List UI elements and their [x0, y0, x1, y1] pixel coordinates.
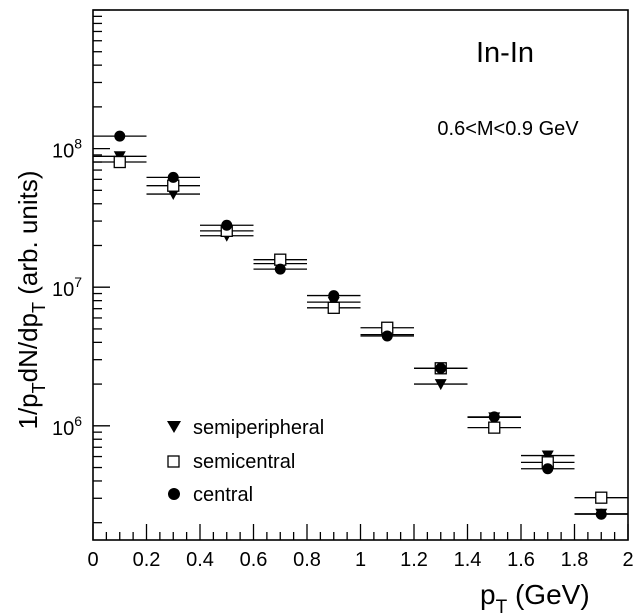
y-axis-label-group: 1/pTdN/dpT (arb. units) [13, 170, 49, 429]
x-tick-label: 1.4 [454, 549, 482, 571]
data-point [114, 130, 126, 142]
x-axis-label-sub: T [496, 597, 508, 614]
legend-marker-semicentral [167, 455, 180, 468]
y-axis-label-part3: (arb. units) [13, 170, 43, 302]
y-tick-label: 106 [52, 413, 82, 440]
x-tick-label: 2 [622, 549, 633, 571]
x-axis-label: pT (GeV) [480, 579, 590, 614]
data-point [327, 301, 340, 314]
x-axis-label-unit: (GeV) [507, 579, 589, 610]
legend: semiperipheral semicentral central [167, 417, 324, 506]
legend-marker-central [168, 488, 180, 500]
legend-label-semiperipheral: semiperipheral [193, 417, 324, 439]
data-point [542, 463, 554, 475]
chart-subtitle: 0.6<M<0.9 GeV [437, 118, 579, 140]
series-central [93, 130, 628, 520]
x-tick-labels: 0 0.2 0.4 0.6 0.8 1 1.2 1.4 1.6 1.8 2 [87, 549, 633, 571]
data-point [595, 491, 608, 504]
x-axis-label-main: p [480, 579, 496, 610]
legend-marker-semiperipheral [167, 421, 181, 433]
x-tick-label: 1 [355, 549, 366, 571]
data-point [541, 450, 554, 462]
x-tick-label: 0.8 [293, 549, 321, 571]
legend-label-semicentral: semicentral [193, 451, 295, 473]
y-tick-label: 107 [52, 274, 82, 301]
data-points [93, 130, 628, 520]
data-point [488, 421, 501, 434]
y-axis-label-sub2: T [29, 302, 49, 313]
x-tick-label: 1.6 [507, 549, 535, 571]
y-tick-labels: 106 107 108 [52, 136, 82, 440]
y-tick-label: 108 [52, 136, 82, 163]
data-point [434, 379, 447, 391]
x-tick-label: 1.8 [561, 549, 589, 571]
data-point [113, 155, 126, 169]
data-point [435, 362, 447, 374]
data-point [595, 508, 607, 520]
data-point [328, 290, 340, 302]
y-axis-label: 1/pTdN/dpT (arb. units) [13, 170, 49, 429]
y-axis-label-sub1: T [29, 382, 49, 393]
data-point [274, 253, 287, 266]
y-axis-label-part1: 1/p [13, 393, 43, 429]
data-point [488, 411, 500, 423]
data-point [221, 219, 233, 231]
chart-title: In-In [476, 37, 534, 69]
x-tick-label: 0.2 [133, 549, 161, 571]
axis-ticks [92, 9, 629, 540]
data-point [381, 330, 393, 342]
data-point [167, 171, 179, 183]
data-point [274, 263, 286, 275]
y-axis-label-part2: dN/dp [13, 313, 43, 382]
x-tick-label: 1.2 [400, 549, 428, 571]
legend-label-central: central [193, 484, 253, 506]
x-tick-label: 0 [87, 549, 98, 571]
x-tick-label: 0.6 [240, 549, 268, 571]
x-tick-label: 0.4 [186, 549, 214, 571]
